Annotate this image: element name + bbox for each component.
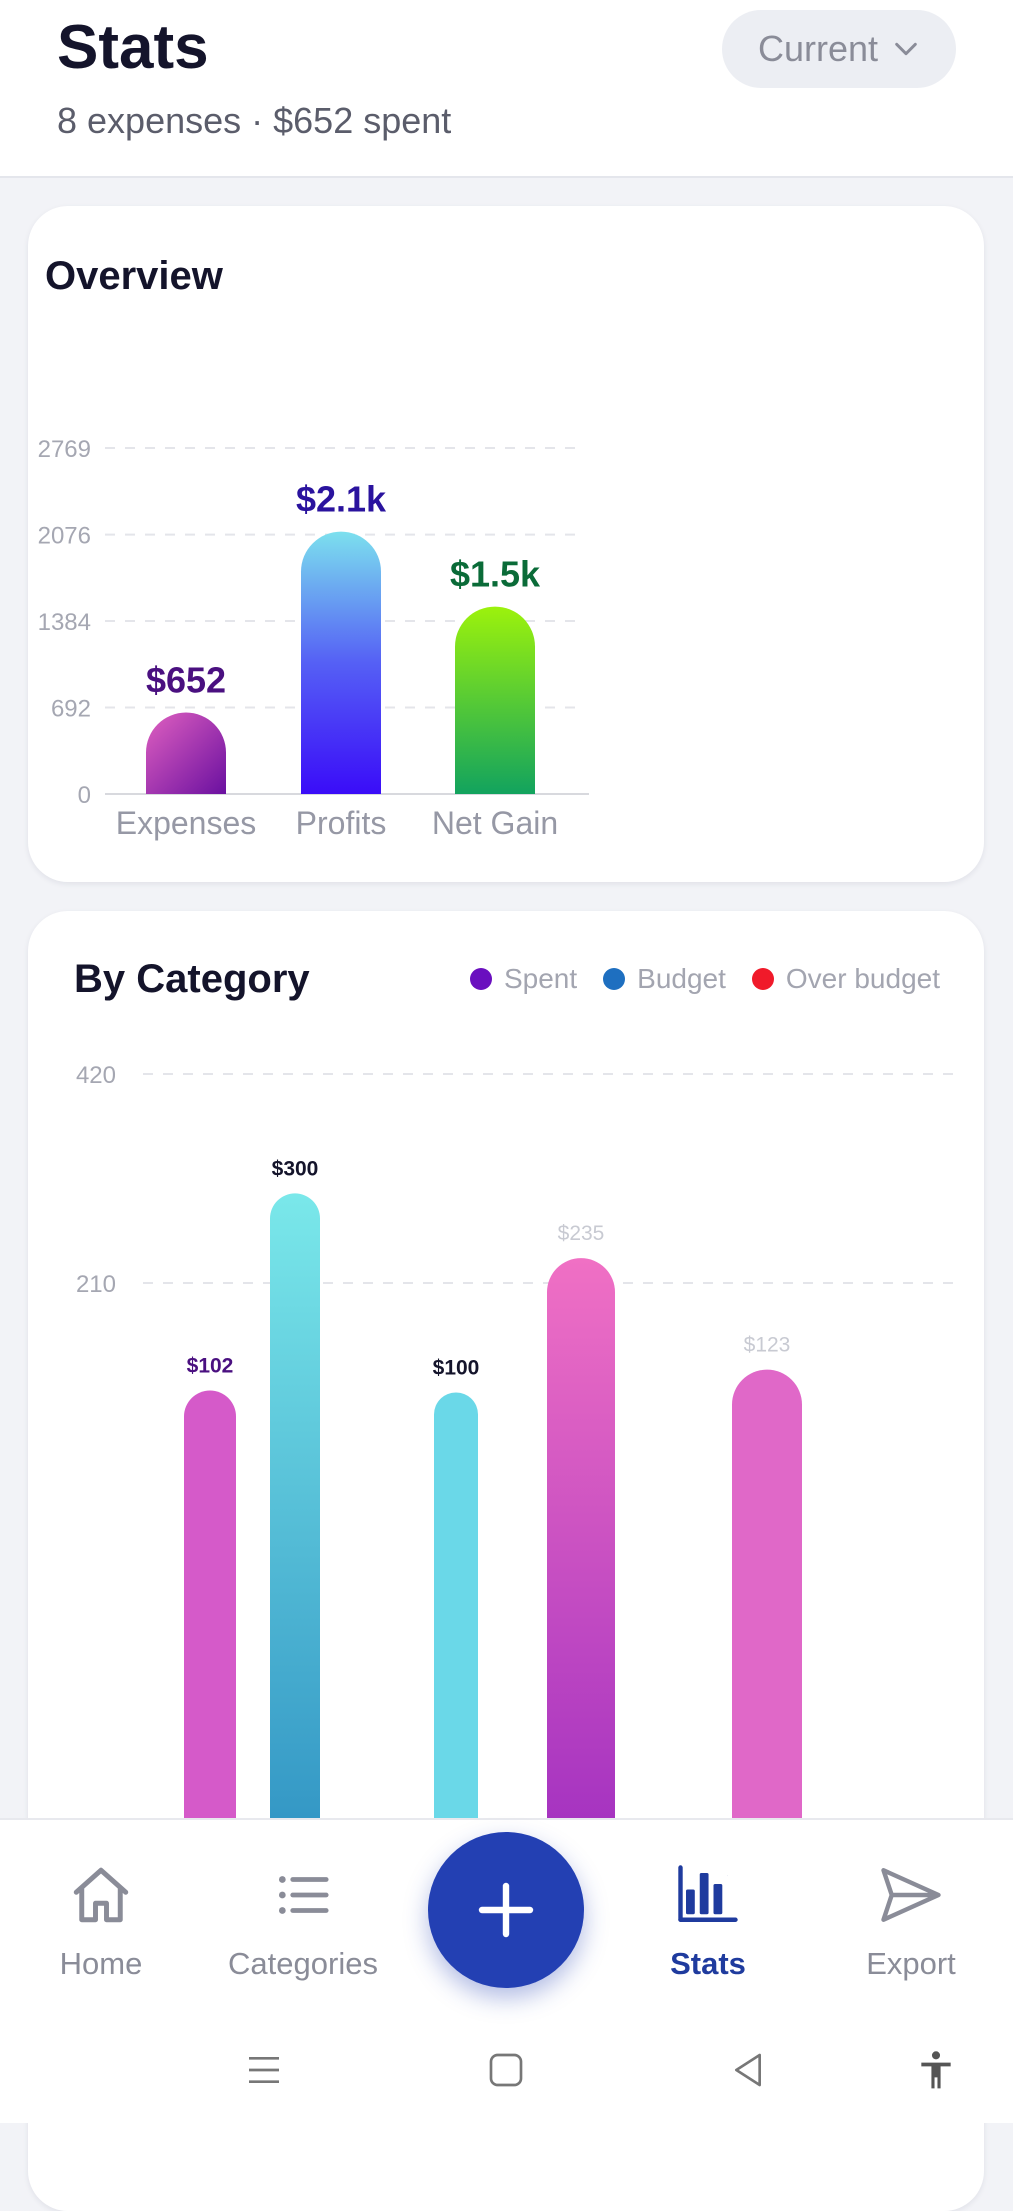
overview-category-label: Expenses bbox=[116, 805, 257, 841]
spent-bar bbox=[434, 1392, 478, 1818]
overview-bar-value-label: $1.5k bbox=[450, 554, 541, 595]
chevron-down-icon bbox=[892, 35, 920, 63]
overview-bar-net-gain bbox=[455, 607, 535, 794]
spent-bar bbox=[732, 1370, 802, 1818]
home-system-button[interactable] bbox=[476, 2040, 536, 2100]
spent-bar-value-label: $102 bbox=[187, 1354, 234, 1377]
send-icon bbox=[878, 1862, 944, 1928]
accessibility-icon bbox=[914, 2048, 958, 2092]
expense-summary: 8 expenses · $652 spent bbox=[57, 100, 451, 142]
add-expense-button[interactable] bbox=[428, 1832, 584, 1988]
overview-category-label: Net Gain bbox=[432, 805, 558, 841]
overview-y-tick: 2076 bbox=[38, 523, 91, 550]
menu-icon bbox=[244, 2050, 284, 2090]
category-chart: 210420630840$102$100$235$123$300 bbox=[28, 911, 984, 1818]
spent-bar-value-label: $123 bbox=[744, 1334, 791, 1357]
back-triangle-icon bbox=[728, 2050, 768, 2090]
spent-bar-value-label: $100 bbox=[433, 1356, 480, 1379]
overview-category-label: Profits bbox=[296, 805, 387, 841]
plus-icon bbox=[474, 1878, 538, 1942]
period-dropdown[interactable]: Current bbox=[722, 10, 956, 88]
nav-categories[interactable]: Categories bbox=[203, 1860, 403, 1982]
category-y-tick: 210 bbox=[76, 1271, 116, 1298]
overview-bar-expenses bbox=[146, 713, 226, 794]
bottom-nav: Home Categories bbox=[0, 1818, 1013, 2123]
overview-bar-value-label: $2.1k bbox=[296, 479, 387, 520]
overview-bar-value-label: $652 bbox=[146, 660, 226, 701]
spent-bar bbox=[184, 1390, 236, 1818]
overview-bar-profits bbox=[301, 532, 381, 794]
budget-bar-value-label: $300 bbox=[272, 1157, 319, 1180]
overview-y-tick: 692 bbox=[51, 696, 91, 723]
nav-export-label: Export bbox=[811, 1946, 1011, 1982]
header: Stats 8 expenses · $652 spent Current bbox=[0, 0, 1013, 178]
spent-bar-value-label: $235 bbox=[558, 1222, 605, 1245]
square-icon bbox=[486, 2050, 526, 2090]
recents-button[interactable] bbox=[234, 2040, 294, 2100]
nav-export[interactable]: Export bbox=[811, 1860, 1011, 1982]
period-dropdown-label: Current bbox=[758, 28, 878, 70]
list-icon bbox=[272, 1864, 334, 1926]
system-nav-bar bbox=[0, 2020, 1013, 2120]
nav-categories-label: Categories bbox=[203, 1946, 403, 1982]
nav-stats[interactable]: Stats bbox=[608, 1860, 808, 1982]
category-y-tick: 420 bbox=[76, 1062, 116, 1089]
home-icon bbox=[68, 1862, 134, 1928]
overview-y-tick: 0 bbox=[78, 782, 91, 809]
budget-bar bbox=[270, 1193, 320, 1818]
nav-home[interactable]: Home bbox=[1, 1860, 201, 1982]
back-button[interactable] bbox=[718, 2040, 778, 2100]
nav-home-label: Home bbox=[1, 1946, 201, 1982]
bar-chart-icon bbox=[675, 1862, 741, 1928]
nav-stats-label: Stats bbox=[608, 1946, 808, 1982]
accessibility-button[interactable] bbox=[906, 2040, 966, 2100]
overview-chart: 0 692 1384 2076 2769 $652 Expenses $2.1k Profits… bbox=[28, 206, 984, 882]
overview-y-tick: 1384 bbox=[38, 609, 91, 636]
overview-y-tick: 2769 bbox=[38, 436, 91, 463]
spent-bar bbox=[547, 1258, 615, 1818]
page-title: Stats bbox=[57, 12, 209, 83]
